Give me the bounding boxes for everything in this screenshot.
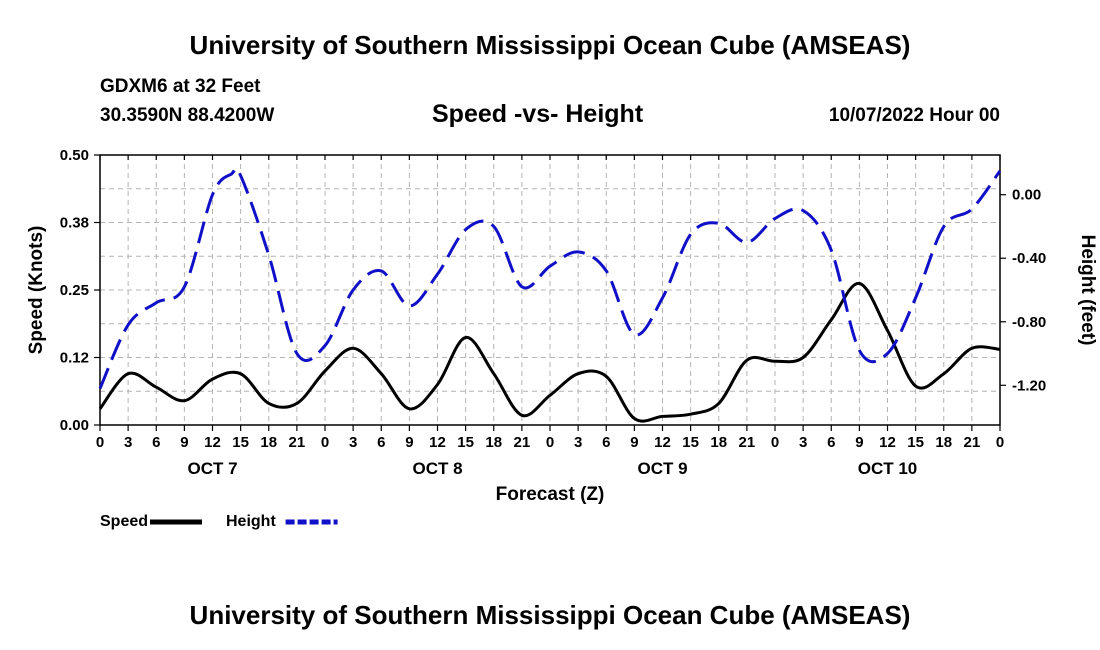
speed-height-chart: 0 3 6 9 12 15 18 21 0 3 6 9 12 15 18 21 0 3 6 9 12 15 18 21 0 3 6 9… xyxy=(26,147,1098,530)
x-tick-label: 15 xyxy=(907,434,924,451)
y2-tick-label: -1.20 xyxy=(1012,377,1046,394)
x-day-label: OCT 7 xyxy=(187,459,237,478)
x-tick-label: 6 xyxy=(377,434,385,451)
y2-tick-label: -0.80 xyxy=(1012,314,1046,331)
y-tick-label: 0.25 xyxy=(60,282,89,299)
x-tick-label: 3 xyxy=(799,434,807,451)
y-tick-label: 0.12 xyxy=(60,350,89,367)
x-tick-label: 12 xyxy=(654,434,671,451)
x-tick-label: 18 xyxy=(260,434,277,451)
y-axis-label: Speed (Knots) xyxy=(26,226,47,355)
page-title: University of Southern Mississippi Ocean… xyxy=(189,30,911,60)
x-tick-label: 0 xyxy=(321,434,329,451)
x-day-label: OCT 8 xyxy=(412,459,462,478)
station-coordinates: 30.3590N 88.4200W xyxy=(100,105,275,126)
station-label: GDXM6 at 32 Feet xyxy=(100,76,261,97)
x-tick-label: 9 xyxy=(855,434,863,451)
y-tick-label: 0.38 xyxy=(60,215,89,232)
x-tick-label: 0 xyxy=(996,434,1004,451)
x-tick-label: 12 xyxy=(204,434,221,451)
x-tick-label: 21 xyxy=(964,434,981,451)
y-tick-label: 0.50 xyxy=(60,147,89,164)
x-tick-label: 18 xyxy=(485,434,502,451)
x-tick-label: 3 xyxy=(124,434,132,451)
x-axis-label: Forecast (Z) xyxy=(496,484,605,505)
legend-label: Height xyxy=(226,513,276,530)
x-tick-label: 6 xyxy=(152,434,160,451)
x-tick-label: 9 xyxy=(630,434,638,451)
y-tick-label: 0.00 xyxy=(60,417,89,434)
x-tick-label: 6 xyxy=(602,434,610,451)
x-tick-label: 12 xyxy=(879,434,896,451)
y2-tick-label: 0.00 xyxy=(1012,187,1041,204)
x-tick-label: 9 xyxy=(180,434,188,451)
footer-title: University of Southern Mississippi Ocean… xyxy=(189,600,911,630)
legend-label: Speed xyxy=(100,513,148,530)
chart-title: Speed -vs- Height xyxy=(432,100,644,128)
x-day-label: OCT 10 xyxy=(858,459,918,478)
x-tick-label: 18 xyxy=(935,434,952,451)
x-day-label: OCT 9 xyxy=(637,459,687,478)
series-line-height xyxy=(98,166,1002,390)
x-tick-label: 15 xyxy=(232,434,249,451)
x-tick-label: 3 xyxy=(574,434,582,451)
x-tick-label: 0 xyxy=(546,434,554,451)
x-tick-label: 15 xyxy=(457,434,474,451)
x-tick-label: 3 xyxy=(349,434,357,451)
x-tick-label: 0 xyxy=(771,434,779,451)
x-tick-label: 21 xyxy=(289,434,306,451)
x-tick-label: 9 xyxy=(405,434,413,451)
y2-tick-label: -0.40 xyxy=(1012,250,1046,267)
x-tick-label: 6 xyxy=(827,434,835,451)
x-tick-label: 21 xyxy=(514,434,531,451)
x-tick-label: 21 xyxy=(739,434,756,451)
y2-axis-label: Height (feet) xyxy=(1077,235,1098,346)
series-line-speed xyxy=(98,282,1001,423)
x-tick-label: 15 xyxy=(682,434,699,451)
forecast-datetime: 10/07/2022 Hour 00 xyxy=(828,105,1000,126)
x-tick-label: 18 xyxy=(710,434,727,451)
x-tick-label: 12 xyxy=(429,434,446,451)
x-tick-label: 0 xyxy=(96,434,104,451)
